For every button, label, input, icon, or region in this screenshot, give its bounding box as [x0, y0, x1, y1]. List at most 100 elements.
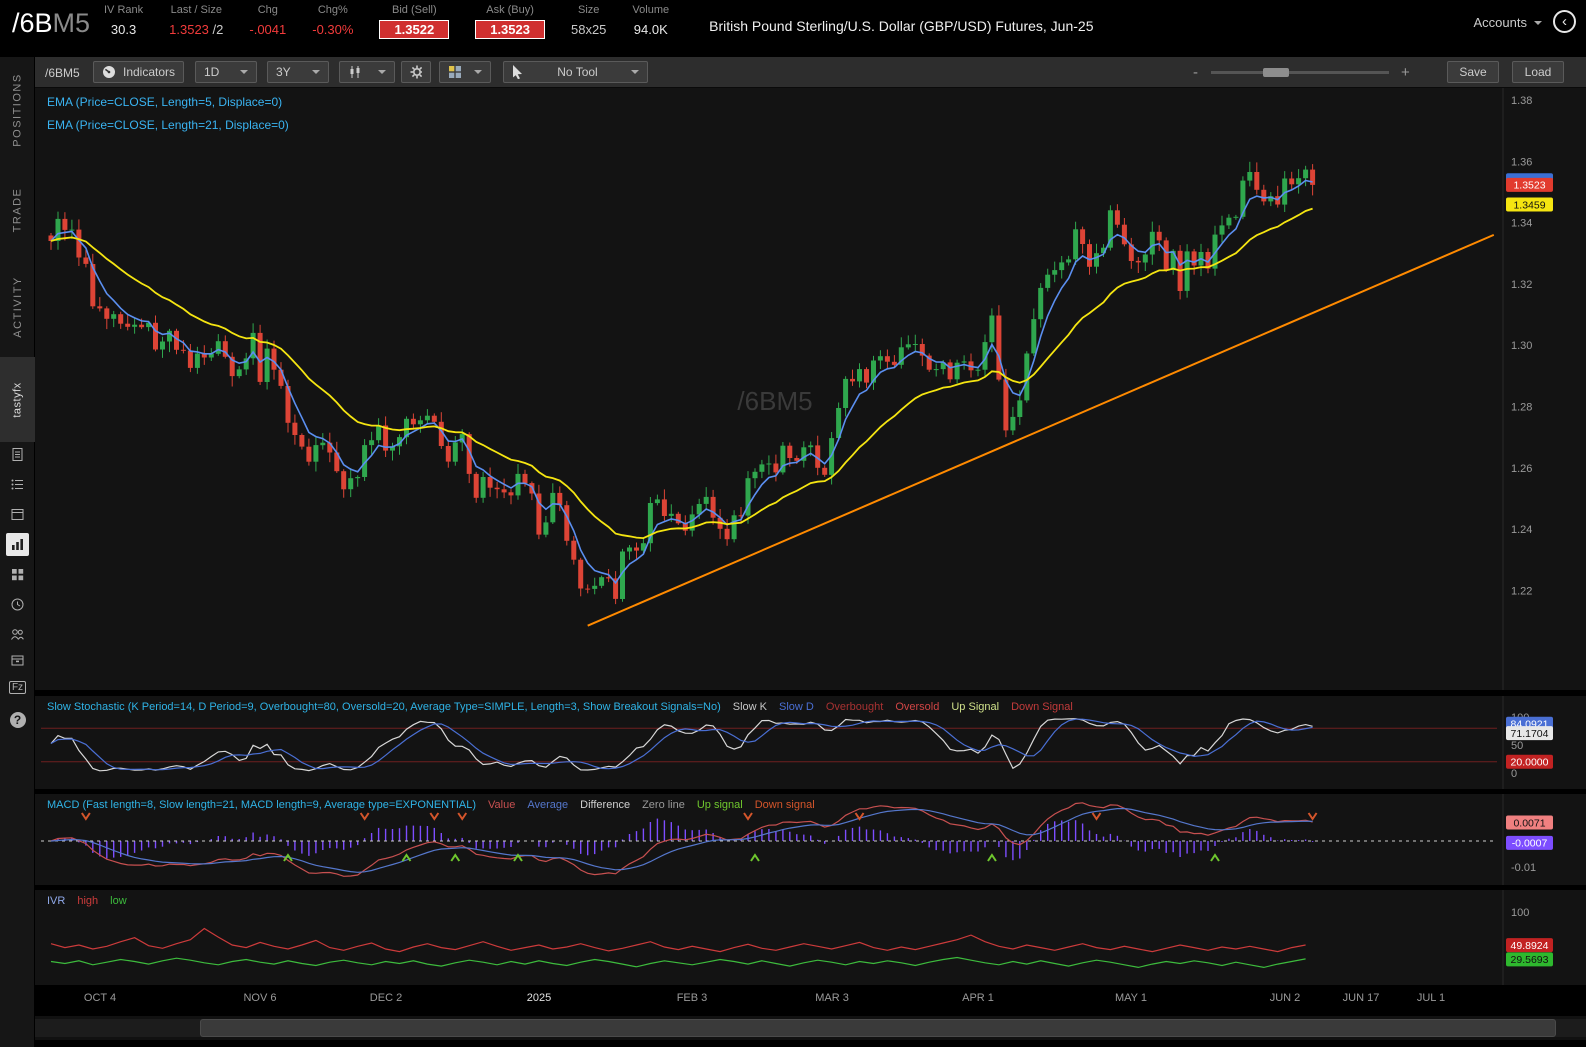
- archive-icon[interactable]: [6, 649, 29, 672]
- macd-panel[interactable]: -0.01 0.0071 -0.0007: [35, 794, 1586, 885]
- symbol-block: /6BM5: [0, 0, 104, 39]
- ivr-legend: IVR high low: [47, 895, 127, 907]
- ivr-panel[interactable]: 100 49.8924 29.5693: [35, 890, 1586, 985]
- ema-legend: EMA (Price=CLOSE, Length=5, Displace=0) …: [47, 95, 289, 141]
- svg-text:1.34: 1.34: [1511, 218, 1532, 230]
- quote-value-iv-rank: 30.3: [110, 22, 137, 37]
- quote-value-volume: 94.0K: [633, 22, 668, 37]
- time-axis-label: NOV 6: [243, 992, 277, 1004]
- quote-label: Last / Size: [170, 4, 222, 16]
- help-label: ?: [9, 711, 26, 728]
- legend-item: Slow K: [732, 701, 767, 713]
- settings-button[interactable]: [401, 61, 431, 83]
- quote-value-bid[interactable]: 1.3522: [379, 20, 450, 39]
- sidebar-tab-trade[interactable]: TRADE: [0, 167, 35, 252]
- chevron-down-icon: [1534, 20, 1542, 25]
- time-axis-label: DEC 2: [369, 992, 403, 1004]
- quote-value-ask[interactable]: 1.3523: [475, 20, 545, 39]
- chart-icon[interactable]: [6, 533, 29, 556]
- legend-macd-title[interactable]: MACD (Fast length=8, Slow length=21, MAC…: [47, 799, 477, 811]
- price-chart[interactable]: /6BM5 1.38 1.36 1.34 1.32 1.30 1.28 1.26 1.24 1.2…: [35, 88, 1586, 690]
- history-icon[interactable]: [6, 593, 29, 616]
- zoom-slider-thumb[interactable]: [1263, 68, 1289, 77]
- layout-dropdown[interactable]: [439, 61, 491, 83]
- document-icon[interactable]: [6, 443, 29, 466]
- sidebar-tab-activity[interactable]: ACTIVITY: [0, 262, 35, 352]
- timeframe-dropdown[interactable]: 1D: [195, 61, 257, 83]
- chart-region: /6BM5 Indicators 1D 3Y No Tool -: [35, 57, 1586, 1047]
- time-axis-label: MAY 1: [1115, 992, 1147, 1004]
- svg-text:71.1704: 71.1704: [1511, 728, 1549, 740]
- drawing-tool-dropdown[interactable]: No Tool: [503, 61, 648, 83]
- time-axis-label: 2025: [526, 992, 552, 1004]
- grid-icon[interactable]: [6, 563, 29, 586]
- symbol: /6B: [12, 8, 53, 38]
- quote-label: Size: [577, 4, 600, 16]
- legend-item: high: [77, 895, 99, 907]
- quote-field-chg-pct: Chg% -0.30%: [312, 4, 353, 39]
- chevron-down-icon: [630, 70, 639, 74]
- load-label: Load: [1524, 65, 1552, 79]
- svg-text:1.32: 1.32: [1511, 279, 1532, 291]
- chart-symbol-label: /6BM5: [45, 66, 80, 80]
- quote-fields: IV Rank 30.3 Last / Size 1.3523 /2 Chg -.0041…: [104, 0, 695, 39]
- legend-item: low: [110, 895, 127, 907]
- svg-text:-0.0007: -0.0007: [1512, 838, 1548, 850]
- ema5-legend-label[interactable]: EMA (Price=CLOSE, Length=5, Displace=0): [47, 95, 283, 109]
- symbol-suffix: M5: [52, 8, 91, 38]
- chevron-down-icon: [378, 70, 386, 74]
- quote-value-chg: -.0041: [249, 22, 287, 37]
- legend-item: Difference: [580, 799, 631, 811]
- time-axis-label: JUN 2: [1269, 992, 1301, 1004]
- legend-item: Value: [488, 799, 516, 811]
- time-axis[interactable]: OCT 4 NOV 6 DEC 2 2025 FEB 3 MAR 3 APR 1 MAY 1 J…: [35, 988, 1586, 1010]
- scrollbar-thumb[interactable]: [200, 1019, 1556, 1037]
- ema21-legend-label[interactable]: EMA (Price=CLOSE, Length=21, Displace=0): [47, 118, 289, 132]
- instrument-description: British Pound Sterling/U.S. Dollar (GBP/…: [709, 18, 1094, 34]
- collapse-icon[interactable]: ‹: [1553, 10, 1576, 33]
- gear-icon: [410, 65, 422, 79]
- quote-label: Bid (Sell): [392, 4, 437, 16]
- sidebar-tab-positions[interactable]: POSITIONS: [0, 62, 35, 157]
- window-icon[interactable]: [6, 503, 29, 526]
- left-rail: POSITIONS TRADE ACTIVITY tastyfx Fz ?: [0, 57, 35, 1047]
- fz-icon[interactable]: Fz: [6, 676, 29, 699]
- time-axis-label: JUN 17: [1342, 992, 1380, 1004]
- candlestick-icon: [350, 66, 360, 78]
- svg-text:1.36: 1.36: [1511, 156, 1532, 168]
- legend-stoch-title[interactable]: Slow Stochastic (K Period=14, D Period=9…: [47, 701, 721, 713]
- accounts-dropdown[interactable]: Accounts: [1474, 15, 1542, 30]
- svg-text:1.30: 1.30: [1511, 340, 1532, 352]
- load-button[interactable]: Load: [1512, 61, 1564, 83]
- svg-text:0: 0: [1511, 768, 1517, 780]
- indicators-icon: [103, 66, 115, 78]
- time-axis-label: APR 1: [962, 992, 994, 1004]
- time-axis-label: OCT 4: [83, 992, 117, 1004]
- chart-type-dropdown[interactable]: [339, 61, 395, 83]
- svg-text:1.38: 1.38: [1511, 95, 1532, 107]
- legend-ivr-title[interactable]: IVR: [47, 895, 66, 907]
- range-dropdown[interactable]: 3Y: [267, 61, 329, 83]
- quote-field-last-size: Last / Size 1.3523 /2: [169, 4, 223, 39]
- sidebar-tab-tastyfx[interactable]: tastyfx: [0, 357, 35, 442]
- zoom-slider[interactable]: [1211, 68, 1389, 77]
- zoom-out-button[interactable]: -: [1193, 64, 1198, 81]
- sidebar-tab-label: tastyfx: [11, 381, 24, 418]
- time-axis-label: JUL 1: [1416, 992, 1446, 1004]
- save-label: Save: [1459, 65, 1487, 79]
- zoom-in-button[interactable]: +: [1401, 64, 1410, 81]
- legend-item: Up Signal: [951, 701, 1000, 713]
- watchlist-icon[interactable]: [6, 473, 29, 496]
- svg-text:/6BM5: /6BM5: [737, 386, 812, 416]
- community-icon[interactable]: [6, 623, 29, 646]
- time-axis-label: FEB 3: [676, 992, 708, 1004]
- help-icon[interactable]: ?: [6, 708, 29, 731]
- indicators-button[interactable]: Indicators: [93, 61, 185, 83]
- quote-value-chg-pct: -0.30%: [312, 22, 354, 37]
- svg-text:49.8924: 49.8924: [1511, 940, 1549, 952]
- save-button[interactable]: Save: [1447, 61, 1499, 83]
- svg-text:50: 50: [1511, 740, 1523, 752]
- quote-label: Chg: [257, 4, 278, 16]
- cursor-icon: [513, 65, 522, 79]
